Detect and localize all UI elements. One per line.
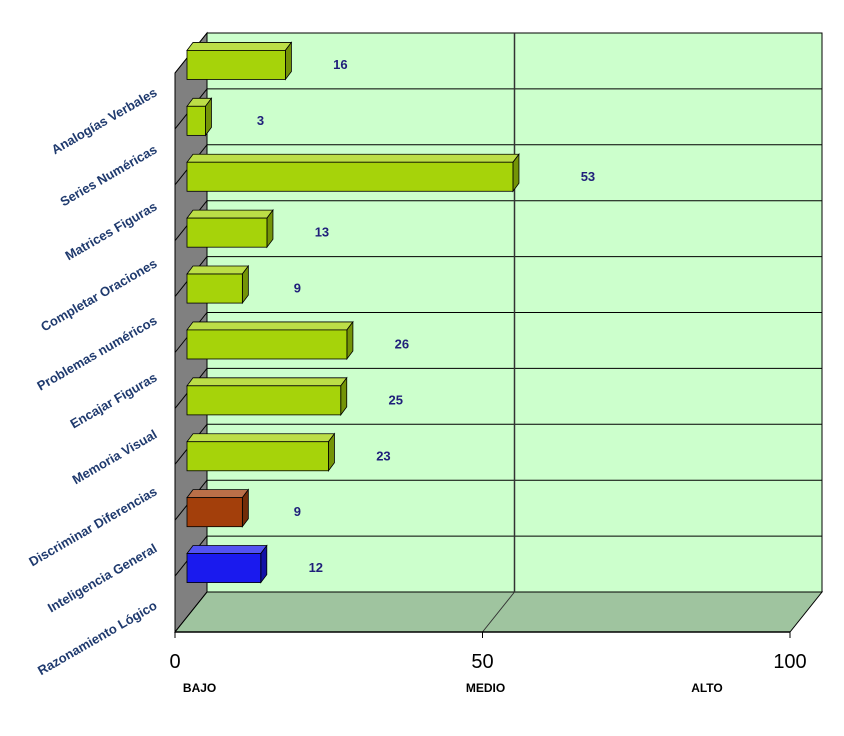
bar-front-face xyxy=(186,385,342,416)
gridline-side xyxy=(174,591,208,633)
band-label: ALTO xyxy=(691,681,723,695)
data-label: 9 xyxy=(294,504,301,519)
category-label: Matrices Figuras xyxy=(63,199,160,264)
data-label: 13 xyxy=(315,225,329,240)
bar xyxy=(186,208,274,249)
data-label: 12 xyxy=(309,560,323,575)
bar-front-face xyxy=(186,273,243,304)
bar-front-face xyxy=(186,161,514,192)
category-label: Encajar Figuras xyxy=(68,370,160,432)
category-label: Series Numéricas xyxy=(57,142,159,210)
bar xyxy=(186,264,250,305)
bar xyxy=(186,488,250,528)
data-label: 16 xyxy=(333,57,347,72)
data-label: 53 xyxy=(581,169,595,184)
chart-bars xyxy=(186,41,520,584)
bar-top-face xyxy=(186,42,293,51)
bar xyxy=(186,320,354,361)
band-label: MEDIO xyxy=(466,681,505,695)
bar-top-face xyxy=(186,153,520,163)
data-label: 9 xyxy=(294,281,301,296)
x-tick-label: 0 xyxy=(169,651,180,673)
category-label: Memoria Visual xyxy=(70,427,160,488)
bar xyxy=(186,153,520,193)
data-label: 23 xyxy=(376,448,390,463)
bar-front-face xyxy=(186,329,348,360)
bar-front-face xyxy=(186,553,262,583)
bar-top-face xyxy=(186,433,336,443)
data-label: 3 xyxy=(257,113,264,128)
bar-front-face xyxy=(186,497,243,528)
bar-front-face xyxy=(186,441,329,472)
gridline-floor xyxy=(482,591,515,633)
bar-top-face xyxy=(186,545,268,554)
bar xyxy=(186,432,336,472)
bar-front-face xyxy=(186,217,268,248)
chart-gridlines xyxy=(174,32,822,638)
x-tick-label: 50 xyxy=(471,651,493,673)
bar xyxy=(186,544,268,584)
bar xyxy=(186,376,348,417)
bar-top-face xyxy=(186,209,274,219)
x-tick-label: 100 xyxy=(773,651,806,673)
bar-top-face xyxy=(186,321,354,331)
data-label: 26 xyxy=(395,336,409,351)
band-label: BAJO xyxy=(183,681,216,695)
bar-front-face xyxy=(186,105,206,136)
bar-front-face xyxy=(186,50,286,80)
bar-top-face xyxy=(186,377,348,387)
data-label: 25 xyxy=(389,392,403,407)
bar xyxy=(186,97,213,137)
bar-top-face xyxy=(186,265,250,275)
bar-top-face xyxy=(186,489,250,499)
bar xyxy=(186,41,293,81)
